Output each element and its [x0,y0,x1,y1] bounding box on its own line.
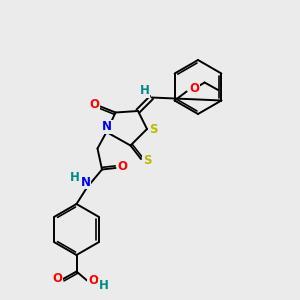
Text: S: S [143,154,151,167]
Text: O: O [52,272,63,286]
Text: H: H [99,279,108,292]
Text: N: N [80,176,91,189]
Text: O: O [88,274,98,287]
Text: O: O [189,82,199,95]
Text: H: H [140,84,150,98]
Text: O: O [89,98,100,112]
Text: N: N [102,120,112,133]
Text: S: S [149,122,157,136]
Text: H: H [70,171,79,184]
Text: O: O [117,160,127,173]
